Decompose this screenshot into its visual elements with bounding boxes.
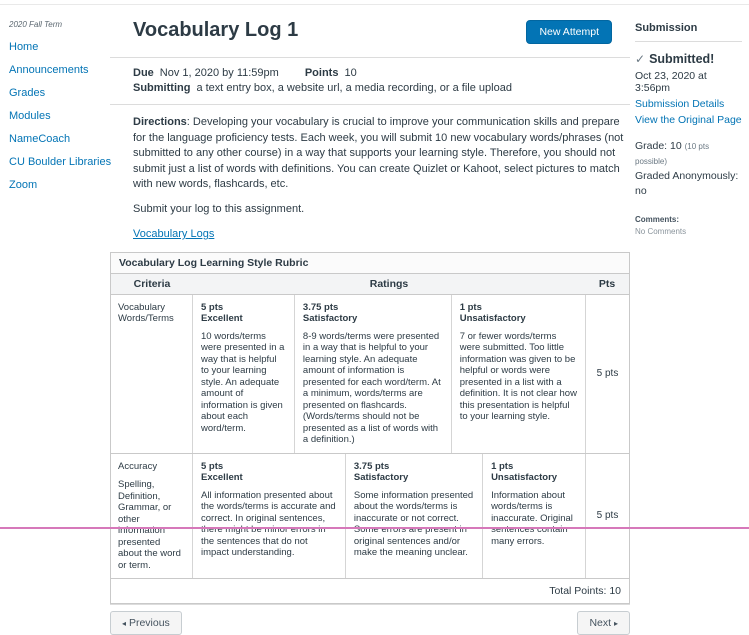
page-title: Vocabulary Log 1 xyxy=(133,19,299,41)
comments-value: No Comments xyxy=(635,227,687,236)
rating-label: Unsatisfactory xyxy=(459,313,526,324)
rubric-table: Vocabulary Log Learning Style Rubric Cri… xyxy=(110,251,630,604)
sidebar-item-modules[interactable]: Modules xyxy=(9,110,51,122)
rating-cell-unsatisfactory: 1 pts Unsatisfactory Information about w… xyxy=(483,454,585,579)
rubric-row-vocabulary: Vocabulary Words/Terms 5 pts Excellent 1… xyxy=(111,294,629,454)
next-label: Next xyxy=(589,617,612,629)
criterion-points: 5 pts xyxy=(596,368,619,379)
rubric-header-criteria: Criteria xyxy=(133,277,171,290)
grade-note: (10 pts possible) xyxy=(635,142,710,166)
course-nav: 2020 Fall Term Home Announcements Grades… xyxy=(9,20,112,191)
submitting-label: Submitting xyxy=(133,82,191,94)
assignment-meta: Due Nov 1, 2020 by 11:59pm Points 10 Submit… xyxy=(110,58,630,104)
submit-line: Submit your log to this assignment. xyxy=(133,202,305,215)
screen-highlight-line xyxy=(0,527,749,529)
due-points-line: Due Nov 1, 2020 by 11:59pm Points 10 xyxy=(133,66,630,81)
rubric-total-points: Total Points: 10 xyxy=(549,585,621,597)
sidebar-item-home[interactable]: Home xyxy=(9,41,39,53)
previous-label: Previous xyxy=(128,617,170,629)
graded-anonymously-line: Graded Anonymously: no xyxy=(635,170,739,197)
rubric-header-pts: Pts xyxy=(598,277,616,290)
rating-label: Excellent xyxy=(201,313,243,324)
rating-label: Excellent xyxy=(201,472,243,483)
criterion-cell: Accuracy Spelling, Definition, Grammar, … xyxy=(111,453,193,578)
rating-description: All information presented about the word… xyxy=(201,489,336,559)
sidebar-item-cu-boulder-libraries[interactable]: CU Boulder Libraries xyxy=(9,156,112,168)
rating-cell-excellent: 5 pts Excellent All information presente… xyxy=(193,453,346,578)
submission-panel: Submission ✓ Submitted! Oct 23, 2020 at … xyxy=(635,22,742,236)
ratings-cells: 5 pts Excellent 10 words/terms were pres… xyxy=(193,294,585,453)
submission-panel-title: Submission xyxy=(635,22,742,42)
submission-details-link[interactable]: Submission Details xyxy=(635,98,725,110)
directions-text: : Developing your vocabulary is crucial … xyxy=(133,116,624,190)
assignment-content: Vocabulary Log 1 New Attempt Due Nov 1, 2… xyxy=(110,12,630,635)
module-sequence-footer: ◂ Previous Next ▸ xyxy=(110,604,630,635)
rating-description: 10 words/terms were presented in a way t… xyxy=(201,330,285,434)
new-attempt-button[interactable]: New Attempt xyxy=(526,20,612,44)
rating-points: 1 pts xyxy=(491,460,514,472)
meta-divider xyxy=(110,104,630,105)
criterion-cell: Vocabulary Words/Terms xyxy=(111,294,193,453)
rating-cell-satisfactory: 3.75 pts Satisfactory Some information p… xyxy=(346,453,484,578)
submission-status-text: Submitted! xyxy=(649,52,715,66)
rating-description: 7 or fewer words/terms were submitted. T… xyxy=(459,330,577,423)
sidebar-item-zoom[interactable]: Zoom xyxy=(9,179,38,191)
rubric-title: Vocabulary Log Learning Style Rubric xyxy=(111,252,629,274)
chevron-right-icon: ▸ xyxy=(613,619,618,628)
rating-cell-unsatisfactory: 1 pts Unsatisfactory 7 or fewer words/te… xyxy=(452,295,585,453)
criterion-points: 5 pts xyxy=(596,510,619,522)
rubric-row-accuracy: Accuracy Spelling, Definition, Grammar, … xyxy=(111,453,629,579)
criterion-points-cell: 5 pts xyxy=(585,453,629,578)
rating-points: 5 pts xyxy=(201,460,224,472)
assignment-description: Directions: Developing your vocabulary i… xyxy=(110,115,630,243)
points-value: 10 xyxy=(344,67,357,79)
rating-label: Satisfactory xyxy=(353,472,409,483)
assignment-header: Vocabulary Log 1 New Attempt xyxy=(110,18,630,44)
ratings-cells: 5 pts Excellent All information presente… xyxy=(193,453,585,579)
comments-label: Comments: xyxy=(635,215,680,224)
sidebar-item-grades[interactable]: Grades xyxy=(9,87,46,99)
header-divider xyxy=(110,57,630,58)
view-original-page-link[interactable]: View the Original Page xyxy=(635,114,742,126)
directions-paragraph: Directions: Developing your vocabulary i… xyxy=(133,115,630,193)
sidebar-item-announcements[interactable]: Announcements xyxy=(9,64,89,76)
rating-description: Information about words/terms is inaccur… xyxy=(491,489,573,547)
rating-points: 1 pts xyxy=(459,301,482,313)
next-button[interactable]: Next ▸ xyxy=(577,611,630,635)
due-value: Nov 1, 2020 by 11:59pm xyxy=(159,67,279,79)
criterion-title: Accuracy xyxy=(118,460,158,472)
previous-button[interactable]: ◂ Previous xyxy=(110,611,182,635)
directions-label: Directions xyxy=(133,116,187,128)
grade-block: Grade: 10 (10 pts possible) Graded Anony… xyxy=(635,139,742,199)
check-icon: ✓ xyxy=(635,52,646,66)
chevron-left-icon: ◂ xyxy=(122,619,127,628)
criterion-description: Spelling, Definition, Grammar, or other … xyxy=(118,479,181,571)
rating-cell-excellent: 5 pts Excellent 10 words/terms were pres… xyxy=(193,294,295,453)
rating-points: 3.75 pts xyxy=(353,460,390,472)
rating-description: Some information presented about the wor… xyxy=(353,489,474,559)
sidebar-item-namecoach[interactable]: NameCoach xyxy=(9,133,71,145)
term-label: 2020 Fall Term xyxy=(9,20,63,29)
submission-status: ✓ Submitted! xyxy=(635,52,742,66)
top-divider xyxy=(0,4,749,5)
criterion-title: Vocabulary Words/Terms xyxy=(118,301,174,325)
rating-description: 8-9 words/terms were presented in a way … xyxy=(302,330,441,446)
due-label: Due xyxy=(133,67,154,79)
rubric-header-row: Criteria Ratings Pts xyxy=(111,273,629,295)
points-label: Points xyxy=(304,67,339,79)
rating-points: 5 pts xyxy=(201,301,224,313)
rating-cell-satisfactory: 3.75 pts Satisfactory 8-9 words/terms we… xyxy=(295,294,452,453)
submitting-line: Submitting a text entry box, a website ur… xyxy=(133,81,630,96)
rating-label: Satisfactory xyxy=(302,313,358,324)
submission-date: Oct 23, 2020 at 3:56pm xyxy=(635,70,707,94)
grade-line: Grade: 10 (10 pts possible) xyxy=(635,140,710,166)
rating-points: 3.75 pts xyxy=(302,301,339,313)
criterion-points-cell: 5 pts xyxy=(585,294,629,453)
rubric-header-ratings: Ratings xyxy=(369,277,409,290)
course-nav-list: Home Announcements Grades Modules NameCo… xyxy=(9,41,112,191)
vocabulary-logs-link[interactable]: Vocabulary Logs xyxy=(133,228,215,240)
rating-label: Unsatisfactory xyxy=(491,472,558,483)
submitting-value: a text entry box, a website url, a media… xyxy=(196,82,512,94)
